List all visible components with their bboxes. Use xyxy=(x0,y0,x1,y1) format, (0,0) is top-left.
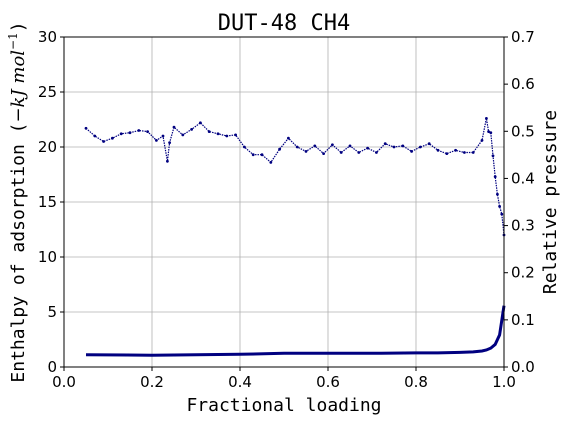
y2-axis-label: Relative pressure xyxy=(540,110,561,294)
y2-tick-label: 0.4 xyxy=(511,169,535,187)
relative-pressure-line xyxy=(85,305,506,357)
y-axis-ticks: 0 5 10 15 20 25 30 xyxy=(38,28,64,376)
x-tick-label: 0.4 xyxy=(228,373,252,391)
y2-tick-label: 0.7 xyxy=(511,28,535,46)
y-axis-label-unit: −kJ mol xyxy=(8,50,29,123)
x-axis-label: Fractional loading xyxy=(186,395,381,416)
enthalpy-point xyxy=(493,175,497,179)
x-tick-label: 1.0 xyxy=(492,373,516,391)
y-tick-label: 0 xyxy=(47,358,57,376)
enthalpy-trace xyxy=(85,118,505,236)
y-axis-label-prefix: Enthalpy of adsorption ( xyxy=(8,123,29,383)
x-tick-label: 0.2 xyxy=(140,373,164,391)
y-tick-label: 30 xyxy=(38,28,57,46)
y-tick-label: 15 xyxy=(38,193,57,211)
y2-tick-label: 0.6 xyxy=(511,75,535,93)
y-tick-label: 25 xyxy=(38,83,57,101)
enthalpy-series xyxy=(84,117,506,237)
y-tick-label: 10 xyxy=(38,248,57,266)
x-axis-ticks: 0.0 0.2 0.4 0.6 0.8 1.0 xyxy=(52,367,516,391)
y-axis-label-exponent: −1 xyxy=(6,32,20,50)
x-tick-label: 0.0 xyxy=(52,373,76,391)
y2-axis-ticks: 0.0 0.1 0.2 0.3 0.4 0.5 0.6 0.7 xyxy=(504,28,535,376)
y2-tick-label: 0.3 xyxy=(511,217,535,235)
grid-lines xyxy=(63,36,505,368)
chart-title: DUT-48 CH4 xyxy=(218,11,350,36)
y-tick-label: 5 xyxy=(47,303,57,321)
x-tick-label: 0.8 xyxy=(404,373,428,391)
x-tick-label: 0.6 xyxy=(316,373,340,391)
y2-tick-label: 0.0 xyxy=(511,358,535,376)
y2-tick-label: 0.2 xyxy=(511,264,535,282)
y2-tick-label: 0.1 xyxy=(511,311,535,329)
y-tick-label: 20 xyxy=(38,138,57,156)
y-axis-label: Enthalpy of adsorption (−kJ mol−1) xyxy=(6,21,29,382)
y-axis-label-suffix: ) xyxy=(8,21,29,32)
y2-tick-label: 0.5 xyxy=(511,122,535,140)
relative-pressure-series xyxy=(85,305,506,357)
